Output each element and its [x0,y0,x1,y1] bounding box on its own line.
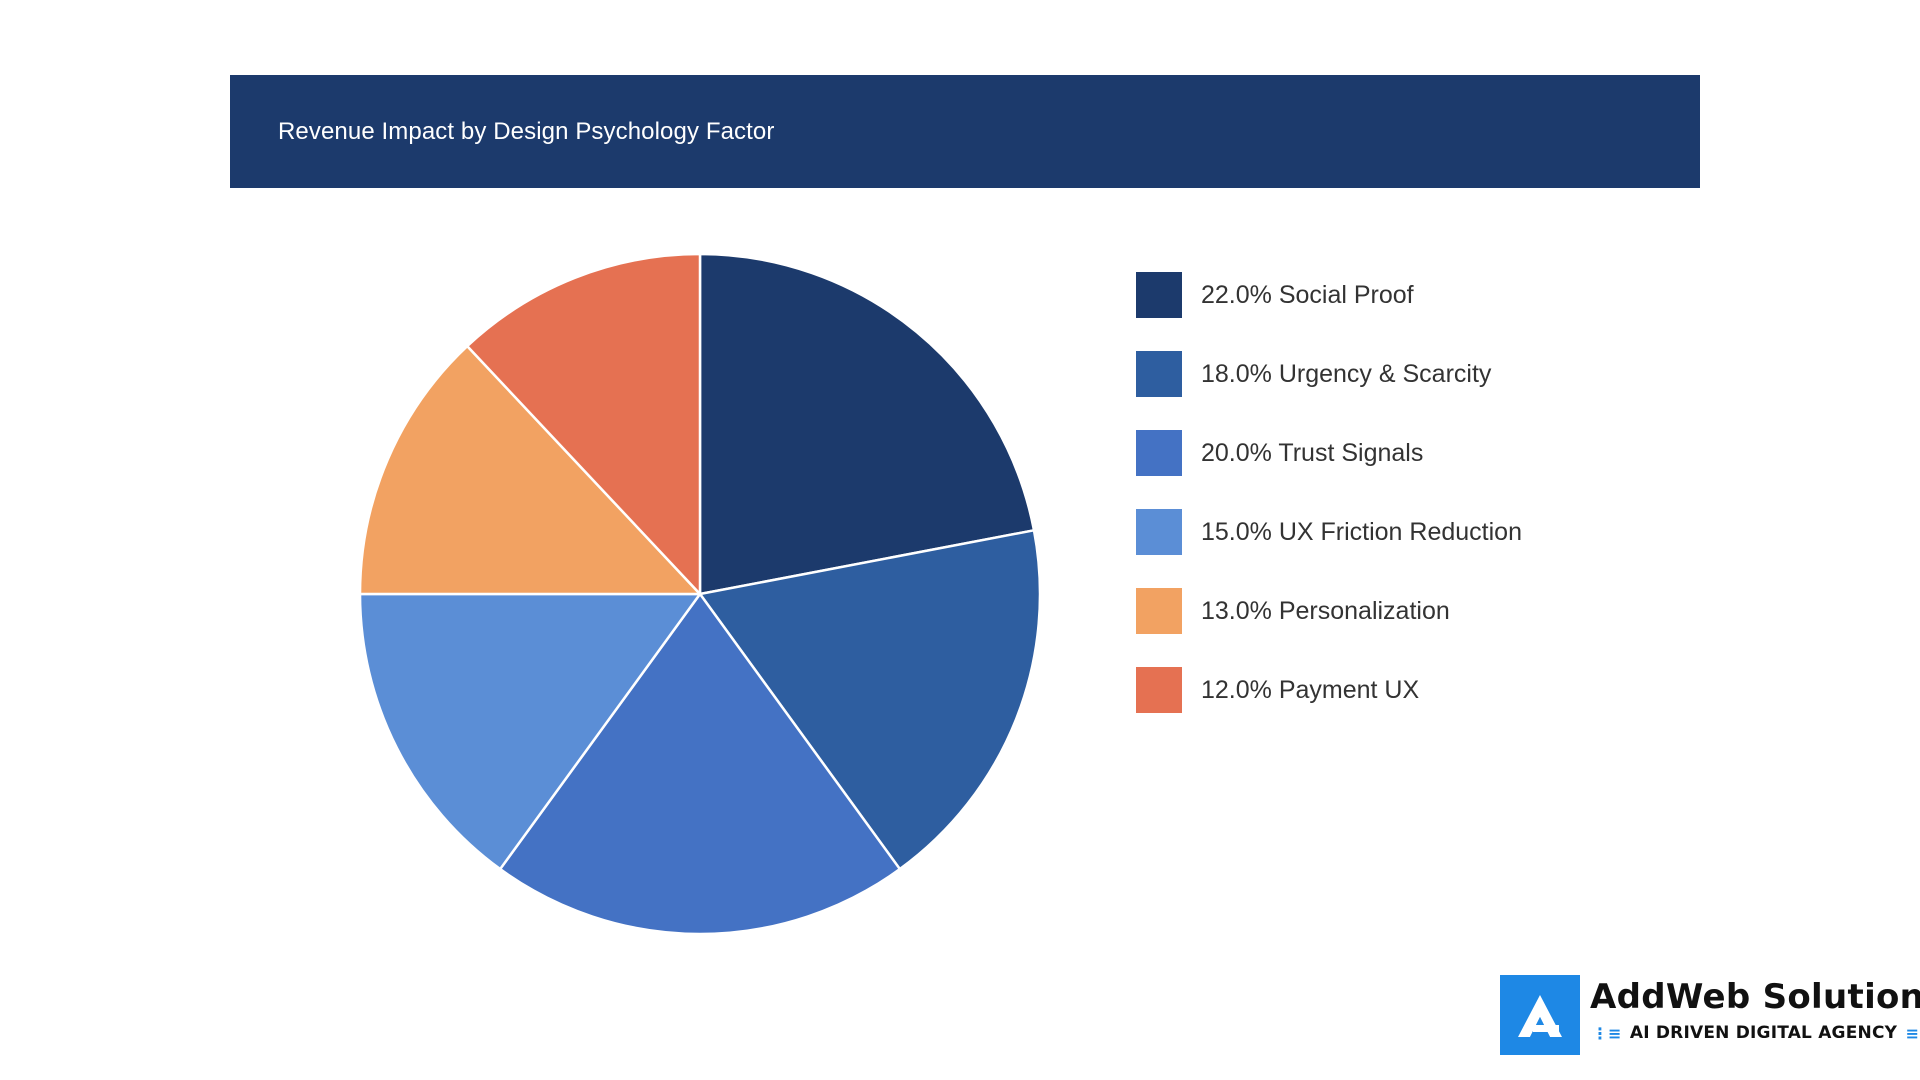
pie-slice-trust-signals [498,592,902,936]
legend-item: 22.0% Social Proof [1136,270,1596,349]
legend-label: 13.0% Personalization [1201,597,1450,625]
legend-swatch [1136,430,1182,476]
legend-label: 18.0% Urgency & Scarcity [1201,360,1492,388]
legend-item: 13.0% Personalization [1136,586,1596,665]
legend-item: 12.0% Payment UX [1136,665,1596,744]
legend-item: 15.0% UX Friction Reduction [1136,507,1596,586]
legend-label: 15.0% UX Friction Reduction [1201,518,1522,546]
circuit-left-icon: ⋮≡ [1592,1023,1622,1043]
legend-label: 20.0% Trust Signals [1201,439,1424,467]
legend-label: 22.0% Social Proof [1201,281,1414,309]
brand-name: AddWeb Solution [1590,977,1920,1017]
pie-slice-payment-ux [466,252,702,596]
pie-slices [358,252,1042,936]
pie-slice-ux-friction-reduction [358,592,702,871]
pie-slice-urgency-scarcity [698,529,1042,871]
legend-swatch [1136,588,1182,634]
legend-item: 20.0% Trust Signals [1136,428,1596,507]
legend-item: 18.0% Urgency & Scarcity [1136,349,1596,428]
pie-slice-personalization [358,344,702,596]
legend-swatch [1136,272,1182,318]
brand-tagline-row: ⋮≡ AI DRIVEN DIGITAL AGENCY ≡⋮ [1592,1023,1920,1049]
pie-slice-social-proof [698,252,1036,596]
addweb-logo-icon [1500,975,1580,1055]
legend-swatch [1136,351,1182,397]
legend-swatch [1136,667,1182,713]
circuit-right-icon: ≡⋮ [1905,1023,1920,1043]
legend-label: 12.0% Payment UX [1201,676,1420,704]
chart-legend: 22.0% Social Proof 18.0% Urgency & Scarc… [1136,270,1596,744]
brand-tagline: AI DRIVEN DIGITAL AGENCY [1629,1023,1898,1043]
legend-swatch [1136,509,1182,555]
chart-title: Revenue Impact by Design Psychology Fact… [278,118,775,145]
brand-logo: AddWeb Solution ⋮≡ AI DRIVEN DIGITAL AGE… [1500,975,1920,1057]
chart-title-bar: Revenue Impact by Design Psychology Fact… [230,75,1700,188]
